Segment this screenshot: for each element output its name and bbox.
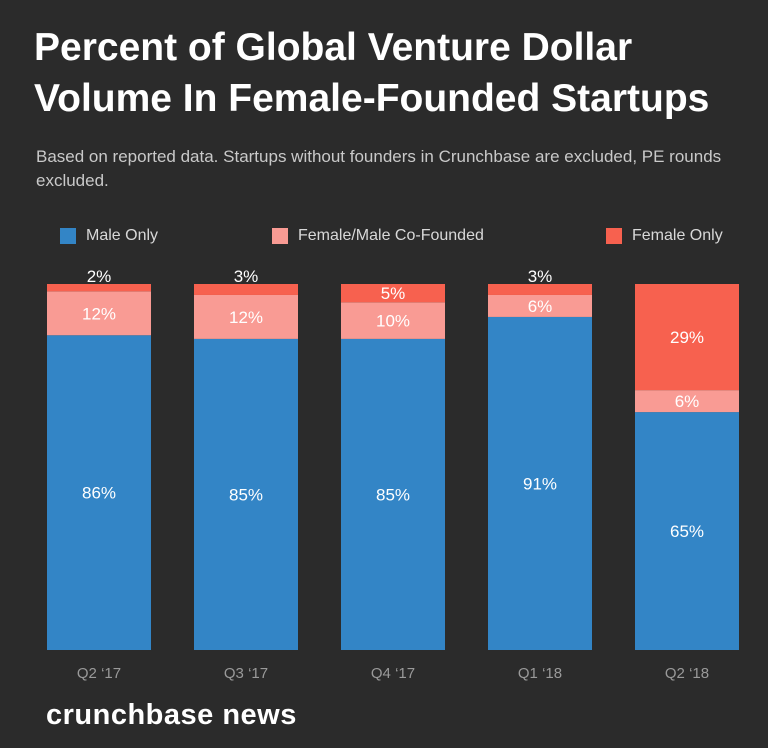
legend-item-co-founded: Female/Male Co-Founded [272,226,484,246]
data-label-female-male-co-founded-q4-17: 10% [376,312,410,331]
data-label-female-only-q2-17: 2% [87,267,112,286]
bar-female-male-co-founded-q1-18 [488,294,592,317]
legend-swatch-male-only [60,228,76,244]
bar-female-only-q4-17 [341,284,445,303]
x-tick-label-q2-17: Q2 ‘17 [77,665,121,682]
bar-female-only-q2-17 [47,284,151,292]
x-tick-label-q1-18: Q1 ‘18 [518,665,562,682]
bar-male-only-q2-18 [635,412,739,650]
x-tick-label-q2-18: Q2 ‘18 [665,665,709,682]
data-label-female-male-co-founded-q2-18: 6% [675,392,700,411]
bar-male-only-q1-18 [488,316,592,650]
legend-label-male-only: Male Only [86,227,159,244]
x-tick-label-q3-17: Q3 ‘17 [224,665,268,682]
chart-subtitle: Based on reported data. Startups without… [36,147,722,190]
data-label-female-male-co-founded-q1-18: 6% [528,297,553,316]
bar-female-male-co-founded-q2-17 [47,291,151,336]
legend-label-co-founded: Female/Male Co-Founded [298,227,484,244]
bar-male-only-q3-17 [194,338,298,650]
data-label-female-male-co-founded-q2-17: 12% [82,304,116,323]
bar-female-only-q1-18 [488,284,592,295]
legend-item-female-only: Female Only [606,226,723,246]
bar-male-only-q2-17 [47,335,151,650]
data-label-female-only-q2-18: 29% [670,328,704,347]
data-label-male-only-q2-18: 65% [670,522,704,541]
data-label-female-only-q3-17: 3% [234,267,259,286]
bar-female-male-co-founded-q2-18 [635,390,739,413]
crunchbase-news-logo: crunchbase news [46,699,297,731]
bar-female-male-co-founded-q3-17 [194,294,298,339]
chart-title: Percent of Global Venture Dollar Volume … [34,26,710,120]
data-label-male-only-q3-17: 85% [229,485,263,504]
data-label-female-male-co-founded-q3-17: 12% [229,308,263,327]
legend-swatch-female-only [606,228,622,244]
legend-swatch-co-founded [272,228,288,244]
bar-female-only-q2-18 [635,284,739,391]
x-tick-label-q4-17: Q4 ‘17 [371,665,415,682]
data-label-male-only-q2-17: 86% [82,484,116,503]
data-label-male-only-q4-17: 85% [376,485,410,504]
legend-label-female-only: Female Only [632,227,723,244]
data-label-male-only-q1-18: 91% [523,474,557,493]
bar-female-male-co-founded-q4-17 [341,302,445,339]
data-label-female-only-q4-17: 5% [381,284,406,303]
bar-male-only-q4-17 [341,338,445,650]
data-label-female-only-q1-18: 3% [528,267,553,286]
legend-item-male-only: Male Only [60,226,158,246]
bar-female-only-q3-17 [194,284,298,295]
